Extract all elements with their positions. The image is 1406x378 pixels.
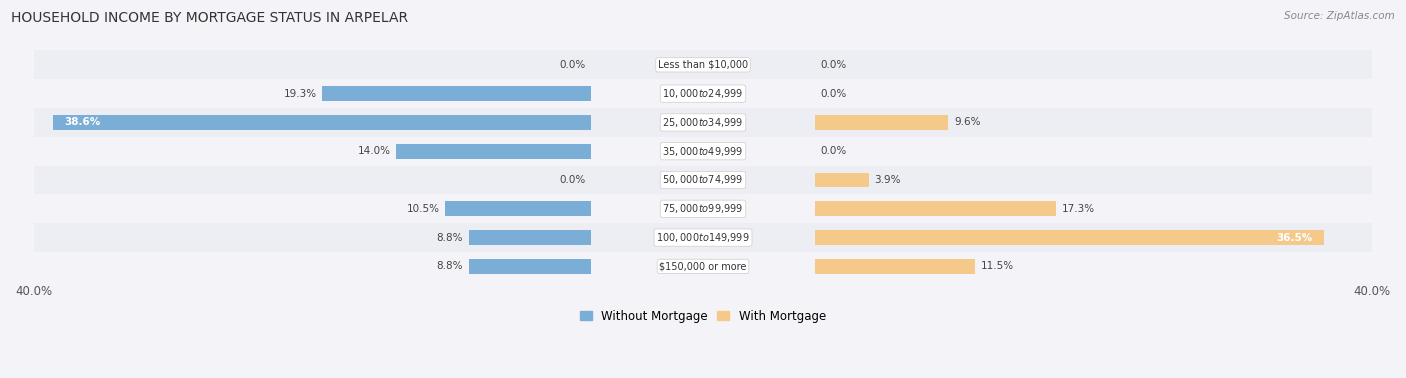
Text: HOUSEHOLD INCOME BY MORTGAGE STATUS IN ARPELAR: HOUSEHOLD INCOME BY MORTGAGE STATUS IN A… bbox=[11, 11, 408, 25]
Text: 8.8%: 8.8% bbox=[437, 232, 463, 243]
Bar bbox=[34, 223, 1372, 252]
Text: 3.9%: 3.9% bbox=[875, 175, 901, 185]
Text: $75,000 to $99,999: $75,000 to $99,999 bbox=[662, 202, 744, 215]
Text: $10,000 to $24,999: $10,000 to $24,999 bbox=[662, 87, 744, 100]
Text: Less than $10,000: Less than $10,000 bbox=[658, 60, 748, 70]
Text: Source: ZipAtlas.com: Source: ZipAtlas.com bbox=[1284, 11, 1395, 21]
Bar bbox=[34, 79, 1372, 108]
Text: 0.0%: 0.0% bbox=[560, 60, 586, 70]
Bar bbox=[396, 144, 592, 159]
Text: 36.5%: 36.5% bbox=[1277, 232, 1312, 243]
Text: 8.8%: 8.8% bbox=[437, 261, 463, 271]
Bar bbox=[814, 259, 974, 274]
Text: $25,000 to $34,999: $25,000 to $34,999 bbox=[662, 116, 744, 129]
Text: 0.0%: 0.0% bbox=[560, 175, 586, 185]
Text: 0.0%: 0.0% bbox=[820, 60, 846, 70]
Bar bbox=[814, 172, 869, 187]
Bar bbox=[34, 50, 1372, 79]
Text: 38.6%: 38.6% bbox=[65, 118, 100, 127]
Text: $50,000 to $74,999: $50,000 to $74,999 bbox=[662, 174, 744, 186]
Bar bbox=[34, 108, 1372, 137]
Text: 11.5%: 11.5% bbox=[980, 261, 1014, 271]
Bar bbox=[444, 201, 592, 216]
Bar bbox=[814, 201, 1056, 216]
Text: 19.3%: 19.3% bbox=[284, 88, 316, 99]
Legend: Without Mortgage, With Mortgage: Without Mortgage, With Mortgage bbox=[575, 305, 831, 328]
Bar bbox=[814, 230, 1323, 245]
Bar bbox=[814, 115, 949, 130]
Bar bbox=[468, 230, 592, 245]
Bar bbox=[468, 259, 592, 274]
Bar bbox=[34, 137, 1372, 166]
Bar bbox=[322, 86, 592, 101]
Bar bbox=[34, 194, 1372, 223]
Text: $100,000 to $149,999: $100,000 to $149,999 bbox=[657, 231, 749, 244]
Text: 9.6%: 9.6% bbox=[955, 118, 980, 127]
Text: 0.0%: 0.0% bbox=[820, 146, 846, 156]
Text: 10.5%: 10.5% bbox=[406, 204, 440, 214]
Text: 14.0%: 14.0% bbox=[357, 146, 391, 156]
Text: 0.0%: 0.0% bbox=[820, 88, 846, 99]
Text: 17.3%: 17.3% bbox=[1062, 204, 1094, 214]
Bar bbox=[34, 166, 1372, 194]
Text: $35,000 to $49,999: $35,000 to $49,999 bbox=[662, 145, 744, 158]
Text: $150,000 or more: $150,000 or more bbox=[659, 261, 747, 271]
Bar bbox=[34, 252, 1372, 281]
Bar bbox=[53, 115, 592, 130]
